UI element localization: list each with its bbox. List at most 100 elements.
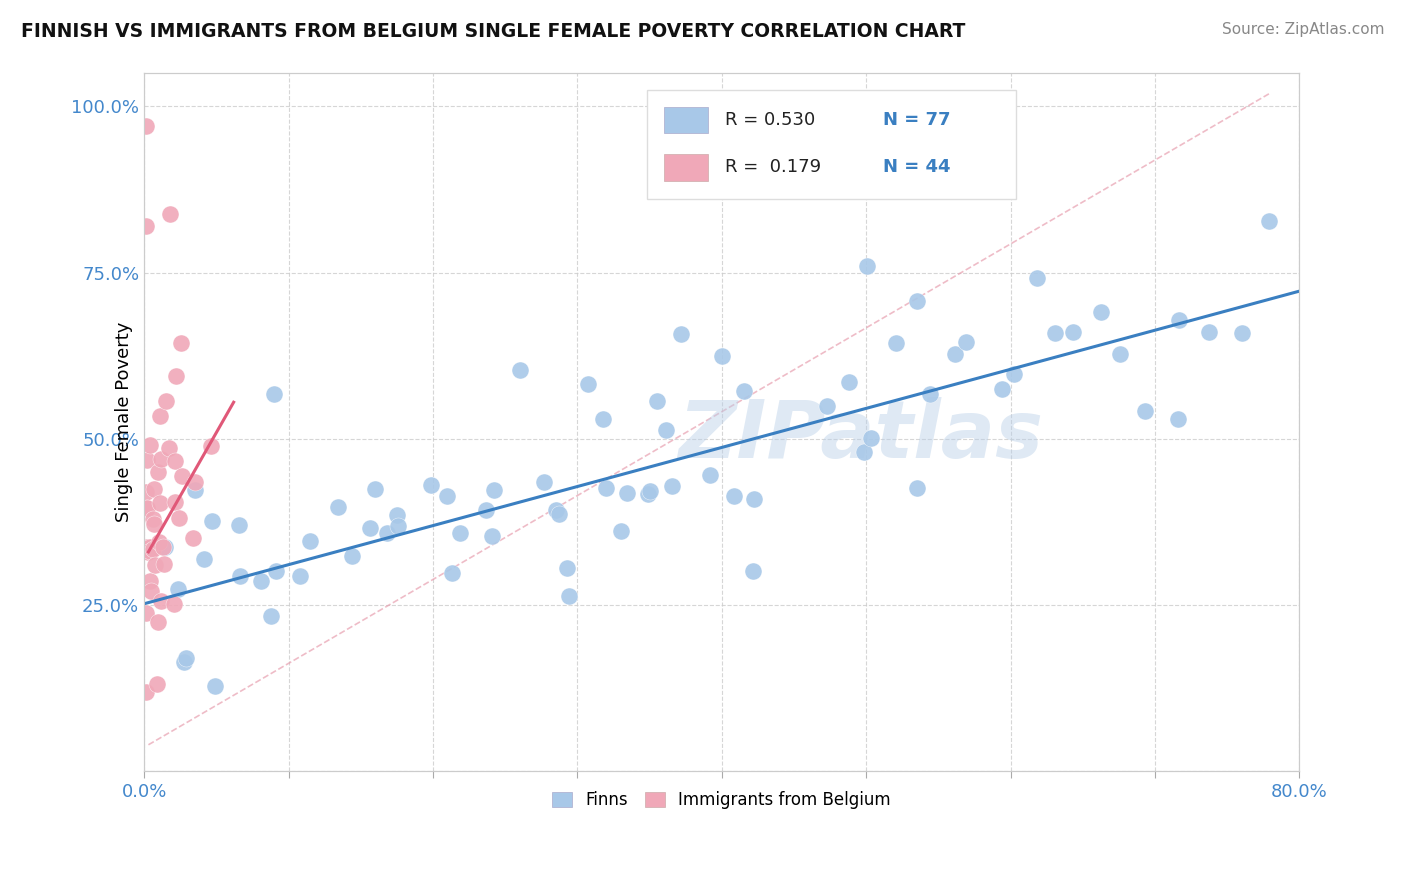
- Point: [328, 500, 350, 514]
- Point: [142, 512, 165, 526]
- Point: [509, 363, 531, 377]
- Point: [174, 651, 197, 665]
- Point: [150, 451, 173, 466]
- Point: [1257, 214, 1279, 228]
- Point: [1167, 412, 1189, 426]
- Point: [742, 491, 765, 506]
- Point: [142, 516, 165, 531]
- Text: R = 0.530: R = 0.530: [725, 111, 815, 128]
- Point: [640, 483, 662, 498]
- Point: [146, 465, 169, 479]
- Point: [557, 589, 579, 603]
- Point: [420, 478, 443, 492]
- Text: Source: ZipAtlas.com: Source: ZipAtlas.com: [1222, 22, 1385, 37]
- Point: [610, 524, 633, 538]
- Point: [135, 684, 157, 698]
- Point: [149, 496, 172, 510]
- Point: [387, 508, 409, 522]
- Point: [193, 552, 215, 566]
- Point: [710, 349, 733, 363]
- Point: [1090, 305, 1112, 319]
- Point: [288, 568, 311, 582]
- Point: [135, 453, 157, 467]
- Point: [170, 336, 193, 351]
- Point: [153, 540, 176, 554]
- Point: [167, 582, 190, 596]
- Point: [859, 431, 882, 445]
- Point: [1026, 271, 1049, 285]
- Point: [184, 475, 207, 490]
- Point: [135, 540, 157, 554]
- Point: [169, 511, 191, 525]
- Point: [201, 514, 224, 528]
- Point: [616, 486, 638, 500]
- Point: [441, 566, 464, 581]
- Point: [143, 558, 166, 573]
- Point: [229, 568, 252, 582]
- Point: [173, 655, 195, 669]
- Legend: Finns, Immigrants from Belgium: Finns, Immigrants from Belgium: [546, 784, 897, 815]
- Point: [852, 445, 875, 459]
- Point: [1230, 326, 1253, 340]
- Point: [907, 294, 929, 309]
- Point: [637, 486, 659, 500]
- Point: [155, 393, 177, 408]
- Point: [991, 382, 1014, 396]
- Point: [815, 399, 838, 413]
- Point: [671, 326, 693, 341]
- Point: [387, 518, 409, 533]
- Point: [661, 478, 683, 492]
- Point: [139, 544, 162, 558]
- Point: [943, 347, 966, 361]
- Point: [148, 535, 170, 549]
- Point: [263, 387, 285, 401]
- Point: [152, 540, 174, 554]
- Point: [139, 574, 162, 588]
- Point: [1062, 325, 1084, 339]
- Point: [149, 593, 172, 607]
- Point: [260, 608, 283, 623]
- Point: [654, 424, 676, 438]
- Point: [184, 483, 207, 497]
- Point: [200, 439, 222, 453]
- Point: [163, 494, 186, 508]
- Point: [1002, 368, 1025, 382]
- Point: [955, 335, 977, 350]
- Point: [544, 503, 567, 517]
- Point: [183, 531, 205, 545]
- Point: [136, 501, 159, 516]
- Point: [165, 369, 187, 384]
- Point: [449, 526, 471, 541]
- Point: [163, 597, 186, 611]
- FancyBboxPatch shape: [647, 90, 1017, 199]
- Point: [1043, 326, 1066, 340]
- Point: [135, 485, 157, 500]
- Text: FINNISH VS IMMIGRANTS FROM BELGIUM SINGLE FEMALE POVERTY CORRELATION CHART: FINNISH VS IMMIGRANTS FROM BELGIUM SINGL…: [21, 22, 966, 41]
- Point: [249, 574, 271, 588]
- Text: N = 77: N = 77: [883, 111, 950, 128]
- Bar: [664, 106, 707, 133]
- Point: [148, 409, 170, 423]
- Point: [475, 503, 498, 517]
- Point: [364, 482, 387, 496]
- Point: [135, 119, 157, 133]
- Point: [359, 521, 381, 535]
- Point: [1167, 313, 1189, 327]
- Point: [375, 525, 398, 540]
- Point: [135, 219, 157, 233]
- Point: [533, 475, 555, 489]
- Point: [576, 377, 599, 392]
- Y-axis label: Single Female Poverty: Single Female Poverty: [115, 322, 134, 523]
- Point: [1198, 326, 1220, 340]
- Point: [555, 560, 578, 574]
- Point: [340, 549, 363, 563]
- Point: [733, 384, 755, 399]
- Point: [138, 544, 160, 558]
- Point: [595, 481, 617, 495]
- Point: [905, 481, 928, 495]
- Point: [482, 483, 505, 497]
- Point: [742, 564, 765, 578]
- Point: [1133, 403, 1156, 417]
- Point: [884, 335, 907, 350]
- Point: [145, 676, 167, 690]
